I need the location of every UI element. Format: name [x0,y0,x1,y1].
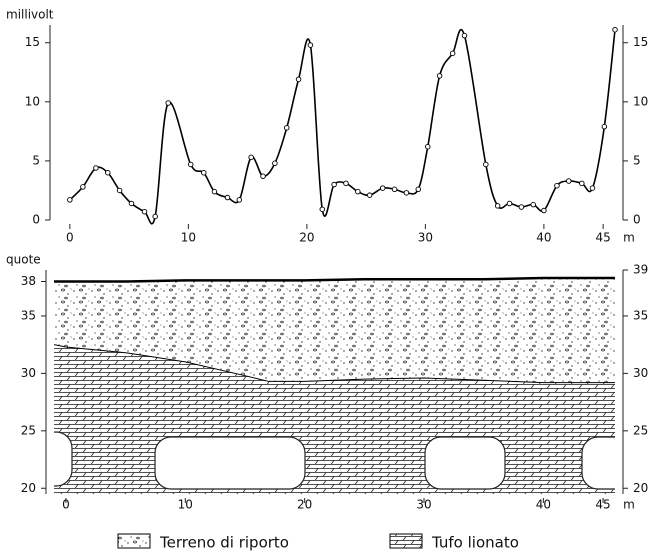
y2-tick-label: 10 [633,94,648,108]
legend-swatch [117,533,151,549]
data-point [152,213,158,220]
data-point [343,180,349,187]
cavity [154,436,306,490]
y2-tick-label: 35 [633,308,648,322]
y-tick-label: 25 [21,423,36,437]
y-tick-label: 20 [21,481,36,495]
x-axis-label: m [623,498,635,512]
y-tick-label: 30 [21,366,36,380]
data-point [105,169,111,176]
x-tick-label: 30 [418,231,433,245]
data-point [141,208,148,215]
x-tick-label: 40 [536,498,551,512]
y2-tick-label: 5 [633,153,641,167]
data-point [425,143,431,150]
data-point [415,186,422,193]
y-tick-label: 5 [32,153,40,167]
legend-label: Terreno di riporto [159,534,289,552]
data-point [211,188,218,195]
y-axis-label: millivolt [6,8,54,22]
data-point [355,188,361,195]
legend-label: Tufo lionato [431,534,519,552]
x-tick-label: 45 [595,498,610,512]
data-point [260,173,266,180]
data-point [283,125,290,131]
x-tick-label: 0 [66,231,74,245]
cavity [424,436,506,490]
y-tick-label: 15 [25,35,40,49]
surface-line [54,276,615,283]
data-point [248,154,254,161]
data-point [436,73,443,79]
data-point [67,197,73,203]
data-point [272,160,278,167]
data-point [307,42,314,48]
y-tick-label: 10 [25,94,40,108]
data-point [319,206,326,213]
data-point [541,207,547,214]
data-point [554,182,560,189]
data-point [601,123,608,130]
boundary-line [54,344,615,384]
data-point [566,178,572,184]
legend-swatch [389,533,423,549]
y-tick-label: 38 [21,274,36,288]
data-point [589,185,596,191]
x-tick-label: 40 [536,231,551,245]
x-tick-label: 0 [62,498,70,512]
data-point [449,50,456,57]
data-point [224,194,231,201]
data-point [579,180,585,187]
x-tick-label: 45 [596,231,611,245]
y2-tick-label: 25 [633,423,648,437]
data-point [379,185,386,191]
data-point [80,184,86,190]
cavity [54,431,73,487]
data-point [128,200,135,207]
data-line [69,28,616,225]
data-point [518,204,525,210]
y2-tick-label: 15 [633,35,648,49]
data-point [483,161,489,168]
data-point [403,190,410,196]
data-point [187,161,194,168]
y2-tick-label: 39 [633,263,648,277]
data-point [612,26,618,33]
y-tick-label: 0 [32,213,40,227]
data-point [530,201,536,208]
cavity [581,436,615,490]
data-point [165,100,171,106]
x-tick-label: 30 [416,498,431,512]
section [54,276,615,494]
x-tick-label: 10 [181,231,196,245]
y-axis-label: quote [6,253,41,267]
data-point [366,192,373,198]
x-tick-label: 20 [297,498,312,512]
data-point [201,169,207,176]
x-tick-label: 10 [178,498,193,512]
x-tick-label: 20 [299,231,314,245]
data-point [461,32,468,39]
y2-tick-label: 20 [633,481,648,495]
data-point [506,200,513,207]
x-axis-label: m [623,231,635,245]
data-point [494,203,501,209]
layer-area [54,278,615,383]
data-point [236,197,243,203]
data-point [93,165,99,171]
y-tick-label: 35 [21,308,36,322]
y2-tick-label: 0 [633,213,641,227]
data-point [391,186,398,193]
data-point [331,181,337,188]
data-point [295,76,302,83]
data-point [116,187,123,194]
y2-tick-label: 30 [633,366,648,380]
